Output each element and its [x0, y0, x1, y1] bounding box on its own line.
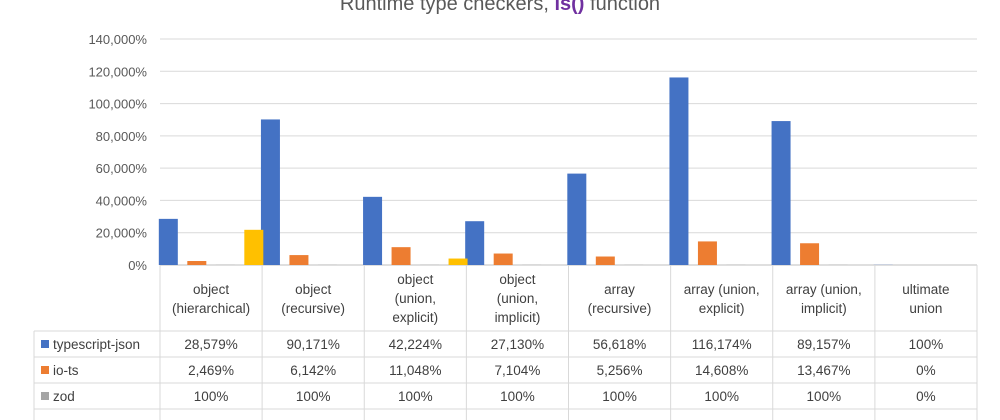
bar-typescript-json — [567, 173, 587, 265]
data-label: 2,469% — [188, 363, 234, 378]
bar-typescript-json — [363, 196, 383, 265]
data-label: 14,608% — [695, 363, 748, 378]
category-label: implicit) — [495, 310, 541, 325]
y-tick-label: 120,000% — [88, 64, 147, 79]
chart-title-part-2: is() — [554, 0, 584, 15]
category-label: explicit) — [699, 301, 745, 316]
data-label: 100% — [398, 389, 433, 404]
bar-typescript-json — [260, 119, 280, 266]
category-label: array — [604, 282, 635, 297]
legend-label: zod — [53, 389, 75, 404]
bar-io-ts — [289, 255, 309, 265]
category-label: (recursive) — [281, 301, 345, 316]
bar-typescript-json — [465, 221, 485, 265]
bar-io-ts — [697, 241, 717, 265]
bar-io-ts — [391, 247, 411, 265]
y-tick-label: 140,000% — [88, 32, 147, 47]
data-label: 11,048% — [389, 363, 441, 378]
bar-io-ts — [800, 243, 820, 265]
category-label: object — [397, 272, 433, 287]
legend-key — [41, 340, 49, 348]
bar-typescript-json — [158, 218, 178, 265]
data-label: 89,157% — [797, 337, 850, 352]
y-axis-ticks: 0% 20,000% 40,000% 60,000% 80,000% 100,000% 12… — [88, 32, 147, 273]
y-tick-label: 20,000% — [96, 226, 148, 241]
data-label: 116,174% — [692, 337, 752, 352]
category-label: object — [295, 282, 331, 297]
data-label: 13,467% — [797, 363, 850, 378]
category-label: (hierarchical) — [172, 301, 250, 316]
category-label: (union, — [395, 291, 436, 306]
category-label: array (union, — [684, 282, 760, 297]
legend-key — [41, 366, 49, 374]
y-tick-label: 0% — [128, 258, 147, 273]
chart-title-part-3: function — [584, 0, 660, 15]
category-label: ultimate — [902, 282, 949, 297]
bar-series-4 — [448, 258, 468, 265]
category-label: (recursive) — [588, 301, 652, 316]
data-label: 56,618% — [593, 337, 646, 352]
data-label: 7,104% — [495, 363, 541, 378]
data-label: 28,579% — [184, 337, 237, 352]
data-label: 100% — [704, 389, 739, 404]
data-label: 0% — [916, 363, 936, 378]
y-tick-label: 60,000% — [96, 161, 148, 176]
y-tick-label: 40,000% — [96, 193, 148, 208]
legend-key — [41, 392, 49, 400]
data-label: 5,256% — [597, 363, 643, 378]
legend-label: typescript-json — [53, 337, 140, 352]
bar-series-4 — [244, 229, 264, 265]
bar-typescript-json — [669, 77, 689, 265]
data-label: 27,130% — [491, 337, 544, 352]
bar-io-ts — [493, 253, 513, 265]
category-label: object — [499, 272, 535, 287]
bars — [158, 77, 893, 266]
category-label: object — [193, 282, 229, 297]
data-label: 100% — [296, 389, 331, 404]
category-label: union — [909, 301, 942, 316]
y-tick-label: 80,000% — [96, 129, 148, 144]
data-label: 90,171% — [287, 337, 340, 352]
chart-title: Runtime type checkers, is() function — [340, 0, 660, 15]
bar-typescript-json — [771, 121, 791, 265]
category-label: implicit) — [801, 301, 847, 316]
data-label: 100% — [500, 389, 535, 404]
data-label: 0% — [916, 389, 936, 404]
y-tick-label: 100,000% — [88, 97, 147, 112]
category-label: explicit) — [392, 310, 438, 325]
data-label: 100% — [807, 389, 842, 404]
data-label: 100% — [602, 389, 637, 404]
bar-io-ts — [187, 261, 207, 265]
legend-label: io-ts — [53, 363, 79, 378]
data-label: 6,142% — [290, 363, 336, 378]
data-label: 100% — [909, 337, 944, 352]
data-table: object (hierarchical) object (recursive) obj… — [33, 265, 978, 420]
category-label: (union, — [497, 291, 538, 306]
bar-io-ts — [595, 256, 615, 265]
chart-title-part-1: Runtime type checkers, — [340, 0, 555, 15]
category-label: array (union, — [786, 282, 862, 297]
data-label: 42,224% — [389, 337, 442, 352]
data-label: 100% — [194, 389, 229, 404]
